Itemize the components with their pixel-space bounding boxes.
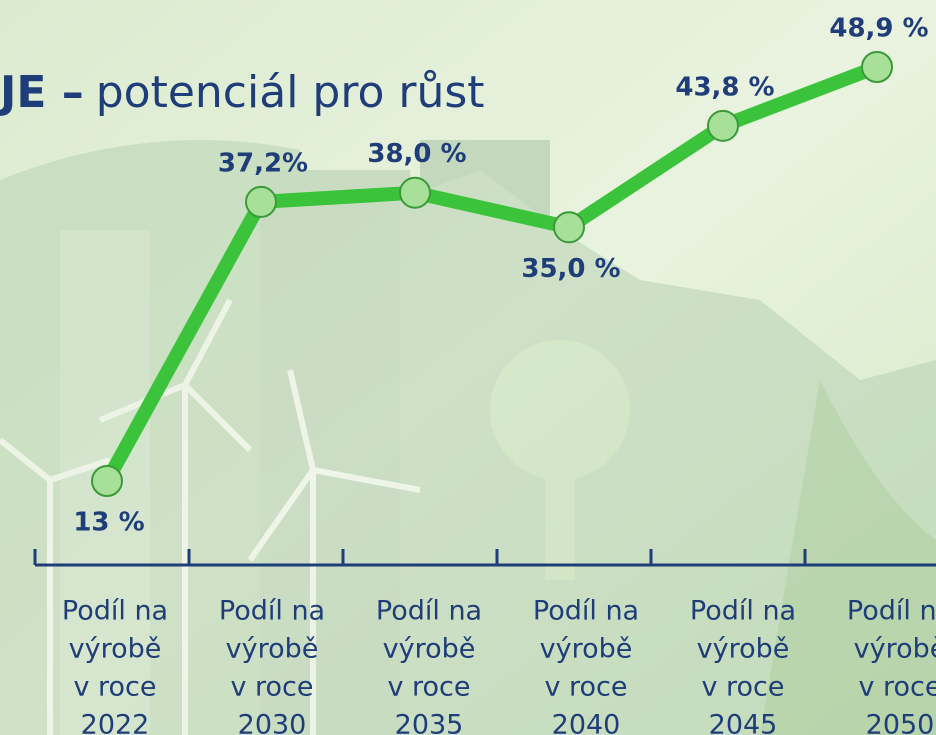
x-tick-label: výrobě [697,634,790,665]
x-tick-label: Podíl na [62,596,168,627]
x-axis [33,549,936,567]
title-bold: JE – [0,67,84,118]
x-tick-label: výrobě [540,634,633,665]
x-tick-label: v roce [858,672,936,703]
x-tick-label: Podíl na [690,596,796,627]
marker [399,176,431,209]
x-tick-label: 2022 [81,710,150,735]
x-tick-label: v roce [387,672,470,703]
x-tick-label: 2035 [395,710,464,735]
x-tick-label: výrobě [69,634,162,665]
marker [553,211,585,244]
x-tick-label: v roce [544,672,627,703]
value-label: 35,0 % [521,254,620,284]
value-label: 38,0 % [367,139,466,169]
value-label: 37,2% [218,148,308,178]
marker [91,465,123,497]
marker [707,109,739,142]
x-tick-label: výrobě [226,634,319,665]
x-tick-label: Podíl na [847,596,936,627]
x-tick-label: Podíl na [533,596,639,627]
marker [861,51,893,83]
decoration [0,140,936,735]
x-tick-label: 2040 [552,710,621,735]
x-tick-label: v roce [701,672,784,703]
x-tick-label: v roce [73,672,156,703]
x-tick-label: Podíl na [219,596,325,627]
x-tick-label: Podíl na [376,596,482,627]
value-label: 43,8 % [675,72,774,102]
marker [245,185,277,218]
chart-title: JE – potenciál pro růst [0,67,485,118]
title-text: potenciál pro růst [96,67,485,118]
line [100,60,880,485]
x-tick-label: 2050 [866,710,935,735]
value-label: 48,9 % [829,14,928,44]
value-label: 13 % [73,508,144,538]
x-tick-label: 2045 [709,710,778,735]
x-tick-label: výrobě [383,634,476,665]
x-tick-label: v roce [230,672,313,703]
x-tick-label: výrobě [854,634,936,665]
x-tick-label: 2030 [238,710,307,735]
